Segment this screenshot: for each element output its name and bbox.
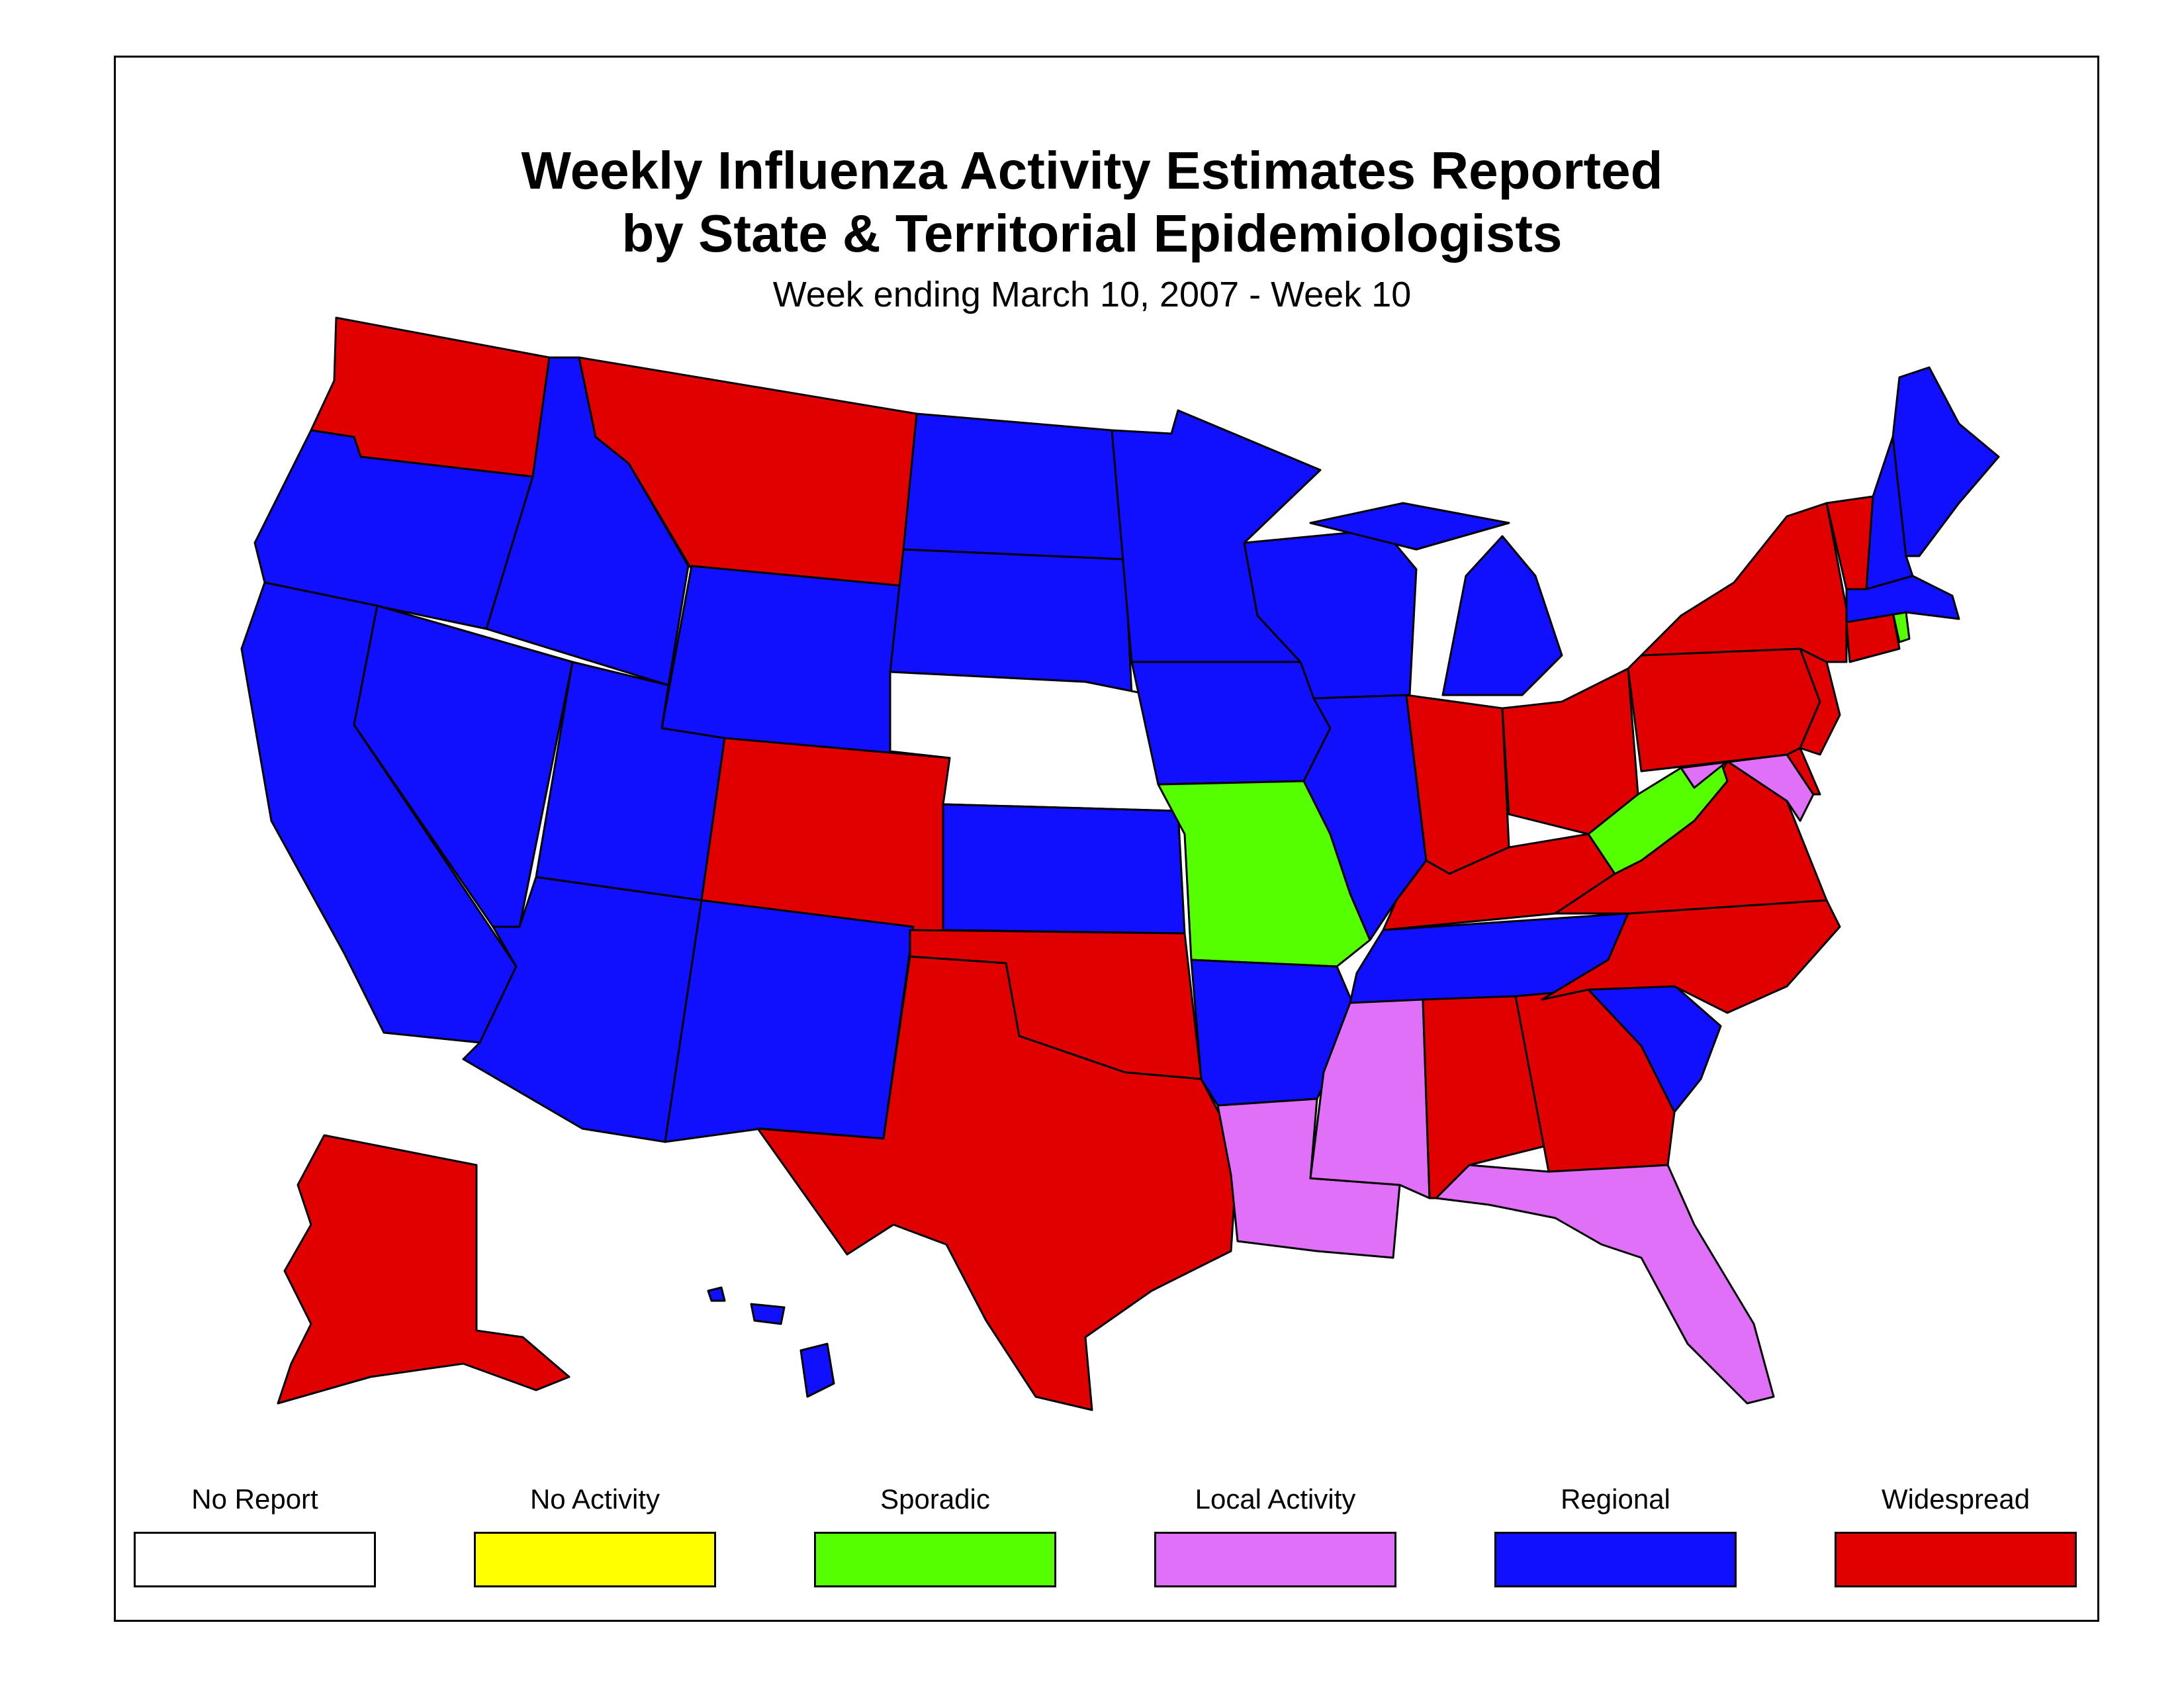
state-ks bbox=[942, 803, 1186, 935]
legend-swatch bbox=[474, 1532, 716, 1587]
map-subtitle: Week ending March 10, 2007 - Week 10 bbox=[772, 275, 1412, 314]
legend-swatch bbox=[1835, 1532, 2077, 1587]
state-me bbox=[1891, 366, 2000, 557]
legend-label: Widespread bbox=[1881, 1483, 2030, 1515]
legend-label: Regional bbox=[1561, 1483, 1670, 1515]
map-title-line-2: by State & Territorial Epidemiologists bbox=[621, 204, 1563, 263]
map-title-line-1: Weekly Influenza Activity Estimates Repo… bbox=[521, 141, 1663, 200]
legend-item-no-activity: No Activity bbox=[474, 1485, 716, 1587]
legend-item-sporadic: Sporadic bbox=[814, 1485, 1056, 1587]
legend-label: Sporadic bbox=[880, 1483, 990, 1515]
map-frame bbox=[114, 56, 2099, 1622]
legend-swatch bbox=[814, 1532, 1056, 1587]
legend-swatch bbox=[1154, 1532, 1396, 1587]
legend-item-no-report: No Report bbox=[134, 1485, 376, 1587]
state-mi bbox=[1309, 502, 1563, 696]
state-la bbox=[1216, 1098, 1401, 1259]
state-ia bbox=[1130, 661, 1332, 786]
legend-item-widespread: Widespread bbox=[1835, 1485, 2077, 1587]
state-pa bbox=[1627, 647, 1821, 773]
state-nm bbox=[664, 899, 915, 1143]
state-fl bbox=[1435, 1164, 1775, 1405]
legend-swatch bbox=[134, 1532, 376, 1587]
legend-swatch bbox=[1494, 1532, 1737, 1587]
legend-label: Local Activity bbox=[1195, 1483, 1356, 1515]
legend-item-regional: Regional bbox=[1494, 1485, 1737, 1587]
state-tx bbox=[756, 955, 1239, 1411]
state-ny bbox=[1640, 502, 1848, 663]
state-hi bbox=[707, 1286, 835, 1398]
legend-item-local-activity: Local Activity bbox=[1154, 1485, 1396, 1587]
legend-label: No Activity bbox=[529, 1483, 660, 1515]
state-ak bbox=[277, 1134, 570, 1405]
state-nd bbox=[902, 412, 1126, 561]
state-nc bbox=[1541, 899, 1841, 1014]
state-nh bbox=[1865, 436, 1914, 590]
legend-label: No Report bbox=[191, 1483, 318, 1515]
